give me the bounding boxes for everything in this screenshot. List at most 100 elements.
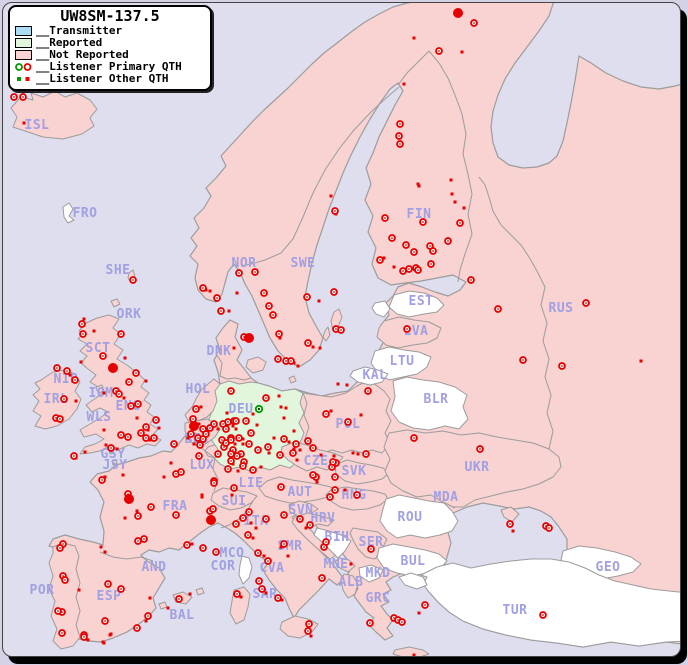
listener-other-qth-marker — [231, 424, 235, 428]
listener-other-qth-marker — [356, 452, 360, 456]
listener-other-qth-marker — [169, 461, 173, 465]
listener-other-qth-marker — [162, 475, 166, 479]
country-label-cva: CVA — [260, 561, 285, 576]
country-label-svk: SVK — [342, 464, 367, 479]
legend-row-reported: __Reported — [15, 37, 205, 49]
primary-qth-icon — [15, 63, 32, 71]
listener-other-qth-marker — [123, 516, 127, 520]
listener-primary-qth-marker — [244, 531, 252, 539]
listener-other-qth-marker — [295, 458, 299, 462]
listener-primary-qth-marker — [235, 269, 243, 277]
listener-other-qth-marker — [68, 373, 72, 377]
listener-other-qth-marker — [359, 413, 363, 417]
country-label-tur: TUR — [503, 603, 528, 618]
legend-label: __Reported — [36, 36, 103, 49]
listener-other-qth-marker — [232, 346, 236, 350]
listener-primary-qth-marker — [242, 417, 250, 425]
island — [245, 356, 267, 374]
listener-other-qth-marker — [277, 394, 281, 398]
listener-markers — [10, 8, 643, 656]
listener-other-qth-marker — [230, 493, 234, 497]
listener-primary-qth-marker — [209, 505, 217, 513]
listener-primary-qth-marker — [494, 305, 502, 313]
listener-primary-qth-marker — [53, 364, 61, 372]
listener-other-qth-marker — [311, 345, 315, 349]
listener-other-qth-marker — [278, 336, 282, 340]
listener-primary-qth-marker — [309, 471, 317, 479]
country-label-gsy: GSY — [101, 447, 126, 462]
listener-other-qth-marker — [453, 200, 457, 204]
listener-other-qth-marker — [135, 509, 139, 513]
listener-other-qth-marker — [267, 451, 271, 455]
listener-primary-qth-marker — [137, 429, 145, 437]
listener-other-qth-marker — [460, 50, 464, 54]
listener-primary-qth-marker — [245, 508, 253, 516]
listener-primary-qth-marker — [362, 450, 370, 458]
listener-other-qth-marker — [99, 545, 103, 549]
country-tur — [398, 572, 428, 590]
listener-primary-qth-marker — [61, 576, 69, 584]
listener-other-qth-marker — [336, 382, 340, 386]
listener-primary-qth-marker — [60, 395, 68, 403]
listener-primary-qth-marker — [376, 256, 384, 264]
listener-other-qth-marker — [82, 317, 86, 321]
legend-row-not-reported: __Not Reported — [15, 49, 205, 61]
listener-primary-qth-marker — [196, 441, 204, 449]
country-label-wls: WLS — [87, 410, 112, 425]
listener-primary-qth-marker — [212, 548, 220, 556]
listener-primary-qth-marker — [107, 444, 115, 452]
listener-cluster-marker — [124, 494, 134, 504]
country-label-deu: DEU — [229, 402, 254, 417]
listener-other-qth-marker — [317, 299, 321, 303]
listener-primary-qth-marker — [395, 132, 403, 140]
listener-primary-qth-marker — [80, 633, 88, 641]
listener-other-qth-marker — [319, 453, 323, 457]
island — [10, 90, 98, 140]
listener-primary-qth-marker — [467, 276, 475, 284]
listener-primary-qth-marker — [264, 443, 272, 451]
country-label-fro: FRO — [73, 206, 98, 221]
listener-primary-qth-marker — [305, 620, 313, 628]
country-label-ork: ORK — [117, 307, 142, 322]
listener-other-qth-marker — [254, 526, 258, 530]
listener-primary-qth-marker — [10, 93, 18, 101]
europe-map-svg: ISLFROSHEORKSCTNIRIOMIRLENGWLSGSYJSYNORS… — [10, 3, 680, 656]
listener-primary-qth-marker — [289, 449, 297, 457]
listener-other-qth-marker — [227, 309, 231, 313]
listener-other-qth-marker — [197, 422, 201, 426]
listener-primary-qth-marker — [98, 476, 106, 484]
listener-primary-qth-marker — [388, 234, 396, 242]
listener-primary-qth-marker — [262, 515, 270, 523]
listener-cluster-marker — [453, 8, 463, 18]
transmitter-qth-marker — [254, 404, 264, 414]
country-label-jsy: JSY — [103, 458, 128, 473]
country-label-mco: MCO — [220, 546, 245, 561]
listener-other-qth-marker — [309, 634, 313, 638]
listener-primary-qth-marker — [318, 574, 326, 582]
europe-coverage-map[interactable]: ISLFROSHEORKSCTNIRIOMIRLENGWLSGSYJSYNORS… — [2, 2, 681, 657]
listener-cluster-marker — [244, 333, 254, 343]
country-blr — [390, 376, 469, 431]
listener-primary-qth-marker — [258, 585, 266, 593]
listener-primary-qth-marker — [152, 416, 160, 424]
transmitter-swatch — [15, 26, 32, 36]
listener-primary-qth-marker — [227, 387, 235, 395]
country-border-line — [220, 500, 254, 529]
listener-other-qth-marker — [104, 443, 108, 447]
listener-other-qth-marker — [279, 545, 283, 549]
listener-primary-qth-marker — [142, 423, 150, 431]
listener-primary-qth-marker — [287, 357, 295, 365]
listener-primary-qth-marker — [367, 545, 375, 553]
listener-other-qth-marker — [462, 206, 466, 210]
country-label-ukr: UKR — [465, 460, 490, 475]
listener-primary-qth-marker — [133, 624, 141, 632]
listener-primary-qth-marker — [227, 436, 235, 444]
country-label-swe: SWE — [291, 256, 316, 271]
listener-other-qth-marker — [77, 588, 81, 592]
island — [62, 202, 75, 224]
listener-primary-qth-marker — [129, 276, 137, 284]
listener-primary-qth-marker — [239, 514, 247, 522]
listener-other-qth-marker — [74, 399, 78, 403]
listener-other-qth-marker — [262, 554, 266, 558]
listener-primary-qth-marker — [410, 434, 418, 442]
